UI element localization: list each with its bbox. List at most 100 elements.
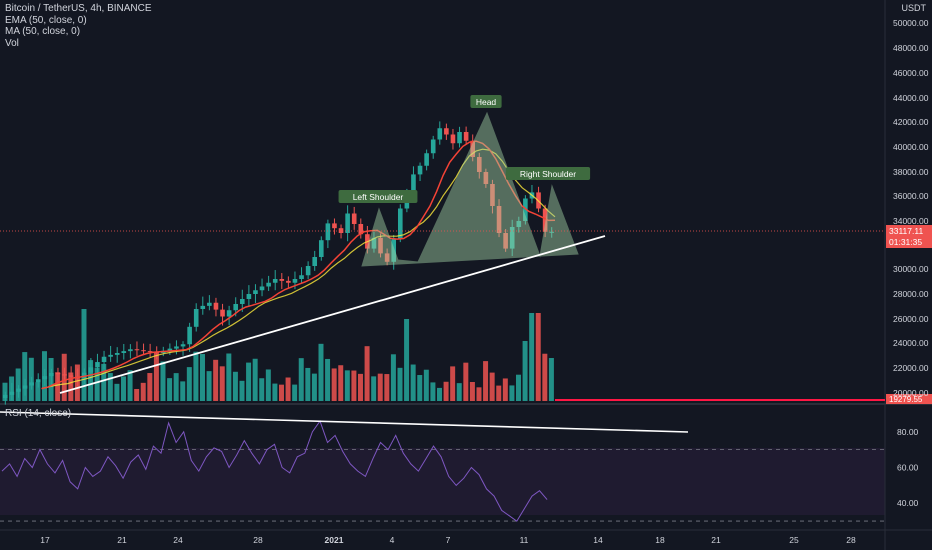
volume-bar <box>463 362 469 401</box>
volume-bar <box>160 361 166 401</box>
volume-bar <box>232 371 238 401</box>
volume-bar <box>15 368 21 401</box>
candle-body <box>95 362 100 368</box>
volume-bar <box>344 370 350 401</box>
price-trendline <box>59 235 606 394</box>
volume-bar <box>423 369 429 401</box>
candle-body <box>128 349 133 352</box>
candle-body <box>476 157 482 172</box>
volume-bar <box>509 385 515 401</box>
candle-body <box>213 302 219 310</box>
time-axis-label: 21 <box>117 535 127 545</box>
candle-body <box>371 237 377 249</box>
time-axis-label: 14 <box>593 535 603 545</box>
price-tag-box <box>886 225 932 248</box>
volume-bar <box>279 384 284 401</box>
volume-bar <box>450 366 456 401</box>
price-axis-label: 46000.00 <box>893 68 929 78</box>
price-axis-label: 22000.00 <box>893 363 929 373</box>
candle-body <box>318 240 324 257</box>
candle-body <box>22 385 28 389</box>
volume-bar <box>213 359 219 401</box>
volume-bar <box>351 370 357 401</box>
volume-bar <box>298 358 304 401</box>
price-axis-label: 42000.00 <box>893 117 929 127</box>
candle-body <box>509 227 515 249</box>
candle-body <box>167 348 173 351</box>
candle-body <box>417 165 423 175</box>
volume-bar <box>180 381 186 401</box>
volume-bar <box>305 367 311 401</box>
volume-bar <box>252 358 258 401</box>
candle-body <box>292 279 298 283</box>
volume-bar <box>489 372 495 401</box>
candle-body <box>332 223 337 229</box>
rsi-line <box>1 420 548 522</box>
rsi-axis-label: 60.00 <box>897 463 919 473</box>
price-axis-label: 24000.00 <box>893 338 929 348</box>
candle-body <box>2 394 8 398</box>
volume-bar <box>107 373 113 401</box>
volume-bar <box>410 364 416 401</box>
price-axis-label: 48000.00 <box>893 43 929 53</box>
volume-bar <box>68 372 74 401</box>
volume-bar <box>147 373 153 401</box>
candle-body <box>101 356 107 363</box>
low-tag-box <box>886 394 932 404</box>
candle-body <box>62 374 67 376</box>
volume-bar <box>186 367 192 401</box>
candle-body <box>430 139 436 154</box>
rsi-axis-label: 80.00 <box>897 427 919 437</box>
volume-bar <box>140 382 146 401</box>
price-axis-label: 20000.00 <box>893 388 929 398</box>
time-axis-label: 24 <box>173 535 183 545</box>
rsi-indicator-label[interactable]: RSI (14, close) <box>5 408 72 419</box>
candle-body <box>180 344 186 347</box>
rsi-axis-label: 40.00 <box>897 498 919 508</box>
candle-body <box>286 280 291 283</box>
time-axis-label: 11 <box>520 535 529 545</box>
candle-body <box>42 376 48 380</box>
volume-bar <box>377 373 383 401</box>
candle-body <box>35 379 41 383</box>
candle-body <box>200 305 206 309</box>
volume-bar <box>456 383 462 401</box>
volume-bar <box>469 382 475 401</box>
price-axis-label: 40000.00 <box>893 142 929 152</box>
candle-body <box>490 184 495 206</box>
candle-body <box>49 373 54 377</box>
candle-body <box>325 223 331 241</box>
volume-bar <box>397 367 403 401</box>
volume-bar <box>502 378 508 401</box>
volume-bar <box>548 358 554 401</box>
volume-bar <box>516 374 521 401</box>
volume-indicator-label[interactable]: Vol <box>5 37 19 49</box>
volume-bar <box>437 387 442 401</box>
volume-bar <box>121 376 126 401</box>
volume-bar <box>246 362 252 401</box>
candle-body <box>391 239 397 262</box>
chart-legend: Bitcoin / TetherUS, 4h, BINANCE EMA (50,… <box>5 3 152 49</box>
volume-bar <box>272 383 278 401</box>
candle-body <box>542 208 548 232</box>
volume-bar <box>285 377 291 401</box>
volume-bar <box>206 371 212 401</box>
ma-indicator-label[interactable]: MA (50, close, 0) <box>5 26 81 37</box>
volume-bar <box>200 354 205 401</box>
candle-body <box>516 221 522 227</box>
price-axis-label: 36000.00 <box>893 191 929 201</box>
time-axis-label: 4 <box>390 535 395 545</box>
candle-body <box>134 349 140 351</box>
price-axis-label: 50000.00 <box>893 18 929 28</box>
candle-body <box>279 279 285 281</box>
candle-body <box>411 174 416 193</box>
candles <box>2 121 555 405</box>
volume-bar <box>35 382 41 401</box>
ema-indicator-label[interactable]: EMA (50, close, 0) <box>5 14 87 26</box>
price-axis-label: 28000.00 <box>893 289 929 299</box>
pattern-label: Head <box>476 97 497 107</box>
candle-body <box>174 346 179 349</box>
volume-bar <box>535 313 541 401</box>
candle-body <box>523 198 528 221</box>
